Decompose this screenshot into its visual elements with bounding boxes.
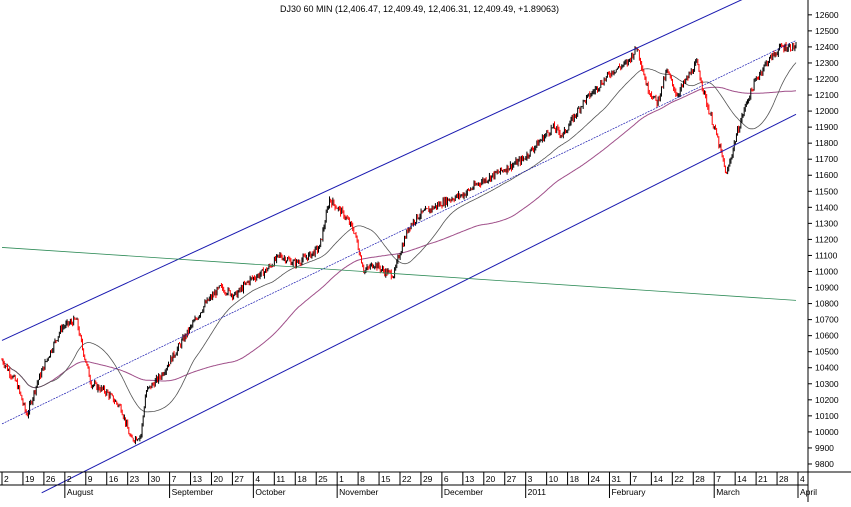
reference-line [1, 247, 797, 301]
y-tick-label: 11300 [815, 218, 838, 228]
x-tick-label: 1 [339, 474, 344, 484]
x-tick-label: 21 [758, 474, 768, 484]
y-tick-label: 11500 [815, 186, 838, 196]
x-tick-label: 4 [800, 474, 805, 484]
y-tick-label: 11600 [815, 170, 838, 180]
x-tick-label: 13 [465, 474, 475, 484]
x-month-label: November [339, 487, 378, 497]
x-tick-label: 19 [25, 474, 35, 484]
x-tick-label: 6 [444, 474, 449, 484]
x-month-label: August [67, 487, 94, 497]
x-month-label: December [444, 487, 483, 497]
ma-short-line [1, 62, 797, 413]
y-tick-label: 10100 [815, 411, 839, 421]
x-tick-label: 11 [276, 474, 285, 484]
x-tick-label: 20 [486, 474, 496, 484]
x-month-label: 2011 [528, 487, 547, 497]
x-tick-label: 2 [4, 474, 9, 484]
x-tick-label: 18 [570, 474, 580, 484]
x-tick-label: 15 [381, 474, 391, 484]
x-tick-label: 7 [172, 474, 177, 484]
x-month-label: September [172, 487, 214, 497]
y-tick-label: 10000 [815, 427, 839, 437]
x-month-label: April [800, 487, 817, 497]
plot-layer [1, 0, 797, 494]
y-tick-label: 12500 [815, 26, 839, 36]
x-tick-label: 28 [695, 474, 705, 484]
x-month-label: March [716, 487, 740, 497]
y-tick-label: 10500 [815, 347, 839, 357]
y-tick-label: 9800 [815, 459, 834, 469]
y-tick-label: 11900 [815, 122, 838, 132]
y-tick-label: 9900 [815, 443, 834, 453]
y-tick-label: 12300 [815, 58, 839, 68]
x-tick-label: 23 [130, 474, 140, 484]
y-tick-label: 10700 [815, 315, 839, 325]
x-tick-label: 16 [109, 474, 119, 484]
chart-title: DJ30 60 MIN (12,406.47, 12,409.49, 12,40… [280, 4, 559, 14]
x-tick-label: 3 [528, 474, 533, 484]
y-tick-label: 11100 [815, 250, 838, 260]
x-tick-label: 18 [297, 474, 307, 484]
y-tick-label: 12400 [815, 42, 839, 52]
ma-long-line [1, 86, 797, 389]
x-tick-label: 31 [611, 474, 621, 484]
y-tick-label: 10200 [815, 395, 839, 405]
y-tick-label: 10900 [815, 283, 839, 293]
x-month-label: October [255, 487, 285, 497]
x-tick-label: 29 [423, 474, 433, 484]
y-tick-label: 10300 [815, 379, 839, 389]
x-tick-label: 2 [67, 474, 72, 484]
x-tick-label: 25 [318, 474, 328, 484]
x-tick-label: 27 [507, 474, 517, 484]
x-tick-label: 30 [151, 474, 161, 484]
y-tick-label: 12000 [815, 106, 839, 116]
x-tick-label: 9 [88, 474, 93, 484]
x-tick-label: 4 [255, 474, 260, 484]
y-tick-label: 11800 [815, 138, 838, 148]
x-tick-label: 24 [591, 474, 601, 484]
y-tick-label: 10400 [815, 363, 839, 373]
y-tick-label: 11200 [815, 234, 838, 244]
x-tick-label: 14 [737, 474, 747, 484]
channel-upper-line [1, 0, 743, 341]
x-tick-label: 8 [360, 474, 365, 484]
y-tick-label: 11000 [815, 266, 838, 276]
y-tick-label: 10600 [815, 331, 839, 341]
x-tick-label: 20 [213, 474, 223, 484]
x-tick-label: 22 [402, 474, 412, 484]
x-tick-label: 27 [234, 474, 244, 484]
x-tick-label: 7 [716, 474, 721, 484]
y-tick-label: 10800 [815, 299, 839, 309]
y-tick-label: 11700 [815, 154, 838, 164]
x-tick-label: 26 [46, 474, 56, 484]
channel-lower-line [41, 113, 797, 494]
y-tick-label: 12600 [815, 10, 839, 20]
y-tick-label: 11400 [815, 202, 838, 212]
x-tick-label: 22 [674, 474, 684, 484]
x-tick-label: 28 [779, 474, 789, 484]
x-tick-label: 10 [549, 474, 559, 484]
x-month-label: February [611, 487, 646, 497]
y-tick-label: 12200 [815, 74, 839, 84]
x-tick-label: 7 [632, 474, 637, 484]
x-tick-label: 13 [193, 474, 203, 484]
x-tick-label: 14 [653, 474, 663, 484]
y-tick-label: 12100 [815, 90, 839, 100]
